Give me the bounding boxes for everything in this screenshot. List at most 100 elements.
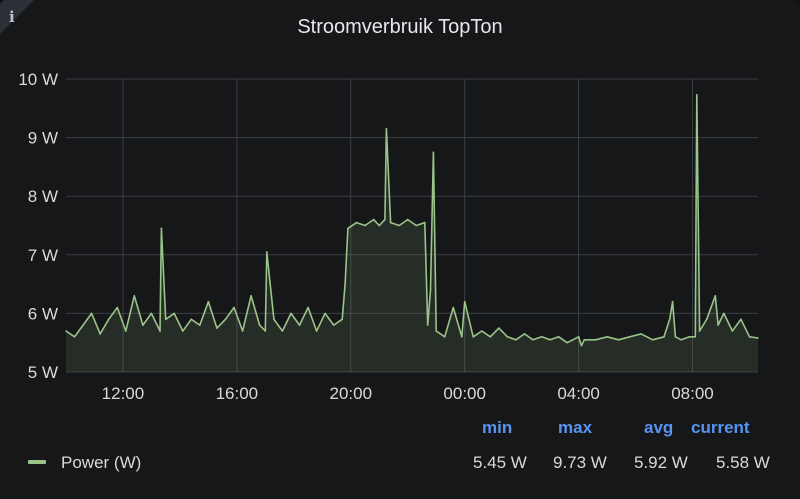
legend-value-min: 5.45 W — [473, 453, 527, 472]
data-point — [207, 300, 210, 303]
x-tick-label: 20:00 — [330, 384, 373, 403]
x-tick-label: 04:00 — [557, 384, 600, 403]
data-point — [160, 227, 163, 230]
series-area-fill — [66, 94, 758, 373]
data-point — [332, 324, 335, 326]
data-point — [594, 339, 597, 341]
data-point — [549, 339, 551, 341]
legend-header-avg[interactable]: avg — [644, 418, 674, 437]
data-point — [344, 283, 346, 285]
data-point — [398, 224, 401, 227]
data-point — [99, 333, 101, 335]
info-corner[interactable] — [0, 0, 34, 34]
data-point — [82, 324, 84, 326]
data-point — [273, 318, 275, 321]
legend: min max avg current Power (W) 5.45 W 9.7… — [0, 410, 800, 490]
data-point — [258, 324, 261, 326]
data-point — [714, 295, 717, 297]
x-tick-label: 12:00 — [102, 384, 145, 403]
data-point — [150, 312, 153, 315]
y-tick-label: 6 W — [28, 304, 58, 323]
y-axis-ticks: 5 W 6 W 7 W 8 W 9 W 10 W — [18, 70, 58, 382]
data-point — [717, 324, 719, 326]
data-point — [324, 312, 326, 315]
data-point — [364, 224, 366, 227]
data-point — [523, 333, 526, 335]
data-point — [723, 312, 725, 315]
data-point — [315, 330, 318, 332]
legend-header-current[interactable]: current — [691, 418, 750, 437]
legend-header-max[interactable]: max — [558, 418, 593, 437]
data-point — [264, 330, 267, 332]
data-point — [415, 224, 418, 227]
data-point — [378, 224, 381, 227]
data-point — [435, 330, 438, 332]
x-axis-ticks: 12:00 16:00 20:00 00:00 04:00 08:00 — [102, 384, 714, 403]
data-point — [696, 94, 698, 96]
data-point — [133, 295, 136, 297]
data-point — [680, 339, 682, 341]
data-point — [668, 318, 671, 321]
legend-series-swatch[interactable] — [28, 460, 46, 464]
data-point — [199, 324, 201, 326]
data-point — [432, 151, 435, 154]
data-point — [426, 324, 429, 326]
data-point — [740, 318, 742, 321]
data-point — [107, 318, 110, 321]
data-point — [461, 336, 463, 338]
data-point — [557, 336, 560, 338]
panel-title[interactable]: Stroomverbruik TopTon — [297, 16, 503, 38]
data-point — [748, 336, 751, 338]
data-point — [472, 336, 475, 338]
data-point — [532, 339, 534, 341]
data-point — [65, 330, 67, 332]
data-point — [190, 318, 193, 321]
y-tick-label: 10 W — [18, 70, 58, 89]
data-point — [580, 344, 583, 347]
data-point — [224, 318, 227, 321]
data-point — [481, 330, 483, 332]
y-tick-label: 5 W — [28, 363, 58, 382]
data-point — [142, 324, 144, 326]
legend-value-current: 5.58 W — [716, 453, 770, 472]
data-point — [663, 336, 665, 338]
data-point — [233, 306, 235, 309]
data-point — [281, 330, 284, 332]
data-point — [705, 318, 708, 321]
data-point — [640, 333, 642, 335]
data-point — [452, 306, 455, 309]
y-tick-label: 7 W — [28, 246, 58, 265]
data-point — [389, 221, 392, 224]
legend-series-name[interactable]: Power (W) — [61, 453, 142, 472]
data-point — [506, 336, 509, 338]
data-point — [674, 336, 677, 338]
data-point — [164, 318, 167, 321]
data-point — [489, 336, 492, 338]
data-point — [540, 336, 543, 338]
data-point — [159, 330, 161, 332]
data-point — [566, 341, 568, 344]
x-tick-label: 00:00 — [443, 384, 486, 403]
info-icon[interactable]: i — [9, 8, 15, 26]
data-point — [757, 337, 759, 339]
data-point — [298, 324, 301, 326]
data-point — [688, 336, 691, 338]
data-point — [577, 336, 580, 338]
data-point — [290, 312, 292, 315]
data-point — [384, 218, 386, 221]
data-point — [73, 336, 76, 338]
data-point — [406, 218, 409, 221]
data-point — [216, 327, 218, 329]
data-point — [372, 218, 375, 221]
series-layer — [65, 94, 759, 373]
data-point — [307, 306, 309, 309]
data-point — [443, 336, 446, 338]
data-point — [355, 221, 358, 224]
data-point — [347, 227, 349, 230]
data-point — [385, 128, 388, 130]
legend-header-min[interactable]: min — [482, 418, 513, 437]
data-point — [90, 312, 93, 315]
data-point — [617, 339, 620, 341]
data-point — [341, 318, 344, 321]
